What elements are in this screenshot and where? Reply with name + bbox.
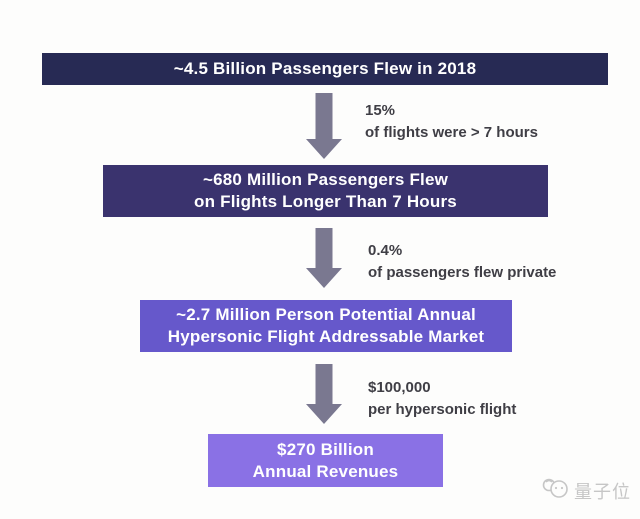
step-2-line-2: on Flights Longer Than 7 Hours [194, 192, 457, 211]
connector-3-value: $100,000 [368, 379, 431, 396]
down-arrow-icon [306, 228, 342, 288]
step-3-line-1: ~2.7 Million Person Potential Annual [176, 305, 476, 324]
connector-label-private-share: 0.4% of passengers flew private [368, 240, 556, 284]
step-box-addressable-market: ~2.7 Million Person Potential Annual Hyp… [140, 300, 512, 352]
step-box-long-flight-passengers: ~680 Million Passengers Flew on Flights … [103, 165, 548, 217]
step-1-line-1: ~4.5 Billion Passengers Flew in 2018 [173, 59, 477, 78]
connector-1-caption: of flights were > 7 hours [365, 124, 538, 141]
connector-3-caption: per hypersonic flight [368, 401, 517, 418]
connector-label-price-per-flight: $100,000 per hypersonic flight [368, 377, 516, 421]
watermark-text: 量子位 [574, 481, 631, 502]
down-arrow-icon [306, 93, 342, 159]
step-box-passengers-2018: ~4.5 Billion Passengers Flew in 2018 [42, 53, 608, 85]
step-2-line-1: ~680 Million Passengers Flew [202, 170, 449, 189]
qbitai-watermark: 量子位 [541, 476, 631, 505]
connector-2-caption: of passengers flew private [368, 264, 557, 281]
step-4-line-1: $270 Billion [277, 439, 374, 459]
connector-1-value: 15% [365, 102, 396, 119]
step-3-line-2: Hypersonic Flight Addressable Market [167, 327, 485, 346]
step-box-annual-revenues: $270 Billion Annual Revenues [208, 434, 443, 487]
step-4-line-2: Annual Revenues [252, 461, 399, 481]
connector-2-value: 0.4% [368, 242, 403, 259]
connector-label-7-hour-share: 15% of flights were > 7 hours [365, 100, 538, 144]
qbitai-faces-icon [541, 476, 571, 505]
down-arrow-icon [306, 364, 342, 424]
